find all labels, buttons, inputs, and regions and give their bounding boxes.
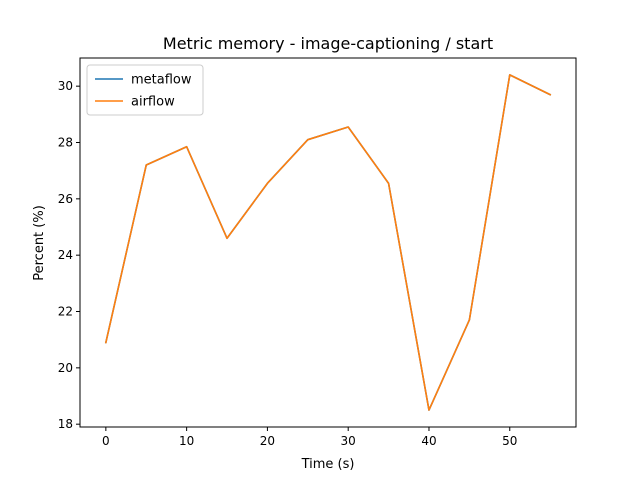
x-tick-label: 30 [341,434,356,448]
y-tick-label: 30 [58,79,73,93]
x-tick-label: 0 [102,434,110,448]
y-tick-label: 20 [58,361,73,375]
legend-box [86,64,204,116]
x-axis-label: Time (s) [301,457,355,472]
y-tick-label: 26 [58,192,73,206]
plot-area-frame [79,57,577,428]
legend-label-airflow: airflow [131,95,175,110]
y-tick-label: 18 [58,417,73,431]
x-tick-label: 40 [421,434,436,448]
x-tick-label: 50 [502,434,517,448]
y-tick-label: 24 [58,248,73,262]
chart-title: Metric memory - image-captioning / start [163,34,493,53]
x-tick-label: 10 [179,434,194,448]
legend-label-metaflow: metaflow [131,73,192,88]
series-line-airflow [104,74,552,411]
x-tick-label: 20 [260,434,275,448]
legend: metaflow airflow [86,64,204,116]
y-tick-label: 28 [58,136,73,150]
y-tick-label: 22 [58,305,73,319]
y-axis-label: Percent (%) [32,205,47,281]
